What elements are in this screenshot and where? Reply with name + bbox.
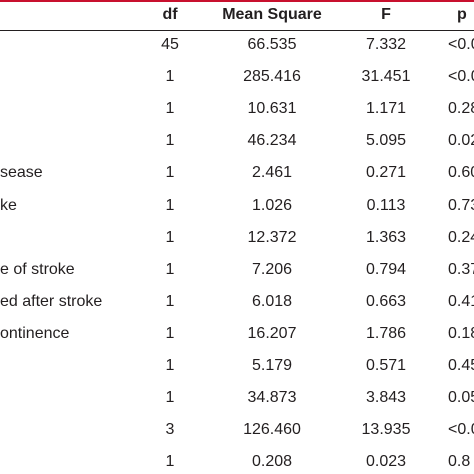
cell-p: 0.60 [448,164,474,182]
cell-df: 1 [165,228,175,246]
row-label: ontinence [0,324,70,342]
cell-df: 45 [161,36,179,53]
cell-ms: 16.207 [247,324,297,342]
cell-f: 0.794 [365,260,407,278]
cell-f: 1.171 [365,100,407,118]
cell-f: 0.663 [365,292,407,310]
cell-ms: 2.461 [251,164,293,182]
cell-p: <0.0 [448,36,474,53]
cell-p: 0.05 [448,389,474,407]
cell-df: 1 [165,453,175,471]
cell-df: 1 [165,196,175,214]
cell-p: <0.0 [448,68,474,86]
cell-ms: 126.460 [243,421,301,439]
cell-p: 0.18 [448,324,474,342]
cell-p: 0.45 [448,357,474,374]
header-cell: F [381,6,391,23]
cell-ms: 12.372 [247,228,297,246]
cell-f: 1.363 [365,228,407,246]
row-label: e of stroke [0,260,75,278]
cell-df: 1 [165,389,175,407]
cell-p: 0.41 [448,292,474,310]
cell-df: 3 [165,421,175,439]
cell-ms: 46.234 [247,132,297,150]
cell-ms: 7.206 [251,260,293,278]
cell-ms: 6.018 [251,292,293,310]
cell-p: 0.24 [448,228,474,246]
header-cell: df [162,6,178,23]
header-rule [0,30,474,31]
cell-f: 0.271 [365,164,407,182]
cell-df: 1 [165,357,175,374]
cell-f: 0.113 [366,196,406,214]
top-border [0,0,474,2]
cell-df: 1 [165,164,175,182]
cell-f: 0.571 [365,357,407,374]
cell-f: 7.332 [365,36,407,53]
cell-f: 3.843 [365,389,407,407]
cell-f: 31.451 [361,68,411,86]
cell-df: 1 [165,132,175,150]
cell-p: 0.8 [448,453,471,471]
cell-ms: 5.179 [251,357,293,374]
cell-ms: 1.026 [251,196,293,214]
cell-p: 0.28 [448,100,474,118]
row-label: sease [0,164,43,182]
cell-p: 0.02 [448,132,474,150]
cell-ms: 0.208 [251,453,293,471]
cell-p: <0.0 [448,421,474,439]
cell-df: 1 [165,260,175,278]
cell-ms: 285.416 [243,68,301,86]
cell-ms: 34.873 [247,389,297,407]
cell-p: 0.37 [448,260,474,278]
cell-f: 5.095 [365,132,407,150]
cell-f: 13.935 [361,421,411,439]
row-label: ed after stroke [0,292,103,310]
cell-ms: 66.535 [247,36,297,53]
cell-df: 1 [165,292,175,310]
header-cell: Mean Square [222,6,322,23]
cell-df: 1 [165,68,175,86]
cell-df: 1 [165,100,175,118]
cell-ms: 10.631 [247,100,297,118]
cell-f: 1.786 [365,324,407,342]
header-cell: p [457,6,467,23]
cell-f: 0.023 [365,453,407,471]
cell-p: 0.73 [448,196,474,214]
cell-df: 1 [165,324,175,342]
row-label: ke [0,196,17,214]
